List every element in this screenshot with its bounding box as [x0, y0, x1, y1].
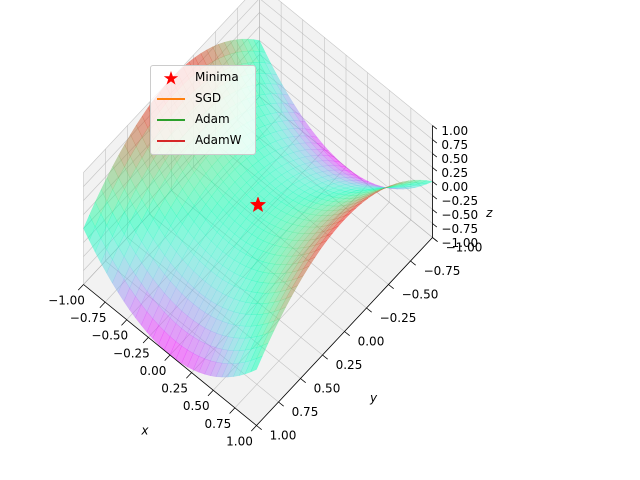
x-tick-mark: [229, 407, 236, 414]
tick-labels: −1.00−1.00−1.00−0.75−0.75−0.75−0.50−0.50…: [48, 124, 482, 448]
y-tick-mark: [344, 331, 350, 337]
grid-line: [234, 219, 412, 409]
z-tick-mark: [432, 237, 438, 242]
x-axis-label: x: [140, 423, 149, 437]
y-tick-label: −0.75: [424, 264, 461, 278]
z-tick-mark: [432, 167, 438, 172]
x-tick-label: −0.25: [113, 346, 150, 360]
x-tick-label: 0.25: [161, 382, 188, 396]
legend-label: SGD: [195, 91, 222, 105]
legend-item-adamw: AdamW: [151, 131, 255, 151]
grid-line: [278, 0, 433, 126]
z-tick-label: 0.75: [441, 138, 468, 152]
y-tick-mark: [366, 307, 372, 313]
grid-line: [259, 40, 433, 182]
z-tick-label: −0.25: [441, 194, 478, 208]
x-tick-mark: [77, 284, 84, 291]
legend: Minima SGD Adam AdamW: [150, 65, 256, 155]
y-tick-label: −1.00: [446, 240, 483, 254]
z-tick-mark: [432, 125, 438, 130]
x-tick-label: 0.00: [140, 364, 167, 378]
y-tick-label: 1.00: [270, 428, 297, 442]
z-tick-mark: [432, 139, 438, 144]
grid-line: [259, 26, 433, 168]
y-tick-label: −0.25: [380, 311, 417, 325]
y-tick-mark: [256, 425, 262, 431]
z-tick-label: 1.00: [441, 124, 468, 138]
y-tick-label: 0.50: [314, 381, 341, 395]
legend-item-adam: Adam: [151, 110, 255, 130]
z-tick-label: −0.50: [441, 208, 478, 222]
y-tick-label: −0.50: [402, 287, 439, 301]
z-tick-mark: [432, 195, 438, 200]
legend-label: AdamW: [195, 133, 242, 147]
legend-label: Minima: [195, 70, 239, 84]
legend-item-minima: Minima: [151, 68, 255, 88]
x-tick-mark: [121, 319, 128, 326]
legend-item-sgd: SGD: [151, 89, 255, 109]
z-tick-mark: [432, 153, 438, 158]
axes-lines: [77, 125, 438, 432]
legend-line: [157, 140, 185, 142]
y-tick-mark: [410, 260, 416, 266]
y-tick-mark: [300, 378, 306, 384]
z-tick-mark: [432, 181, 438, 186]
y-axis-label: y: [369, 391, 378, 405]
x-tick-mark: [99, 301, 106, 309]
x-tick-mark: [164, 354, 171, 361]
z-tick-label: 0.25: [441, 166, 468, 180]
z-tick-label: 0.50: [441, 152, 468, 166]
z-tick-mark: [432, 223, 438, 228]
y-tick-mark: [388, 284, 394, 290]
grid-line: [260, 0, 433, 140]
legend-line: [157, 98, 185, 100]
minima-marker: [249, 196, 267, 213]
y-tick-mark: [278, 401, 284, 407]
x-tick-mark: [186, 372, 192, 379]
x-tick-mark: [142, 337, 149, 344]
x-tick-label: −0.50: [91, 329, 128, 343]
z-tick-mark: [432, 209, 438, 214]
grid-line: [259, 12, 433, 154]
x-tick-mark: [207, 389, 214, 397]
x-tick-label: −1.00: [48, 293, 85, 307]
x-tick-mark: [250, 425, 257, 432]
y-tick-label: 0.25: [336, 358, 363, 372]
y-tick-label: 0.75: [292, 405, 319, 419]
z-tick-label: −0.75: [441, 222, 478, 236]
x-tick-label: 0.75: [205, 417, 232, 431]
legend-label: Adam: [195, 112, 230, 126]
x-tick-label: −0.75: [70, 311, 107, 325]
legend-line: [157, 119, 185, 121]
star-icon: [163, 71, 179, 85]
y-tick-mark: [322, 354, 328, 360]
surface-facet: [250, 355, 263, 373]
z-axis-label: z: [485, 206, 493, 220]
minima-star-icon: [249, 196, 267, 213]
x-tick-label: 0.50: [183, 399, 210, 413]
z-tick-label: 0.00: [441, 180, 468, 194]
z-tick-label: −1.00: [441, 236, 478, 250]
y-tick-label: 0.00: [358, 334, 385, 348]
x-tick-label: 1.00: [226, 434, 253, 448]
